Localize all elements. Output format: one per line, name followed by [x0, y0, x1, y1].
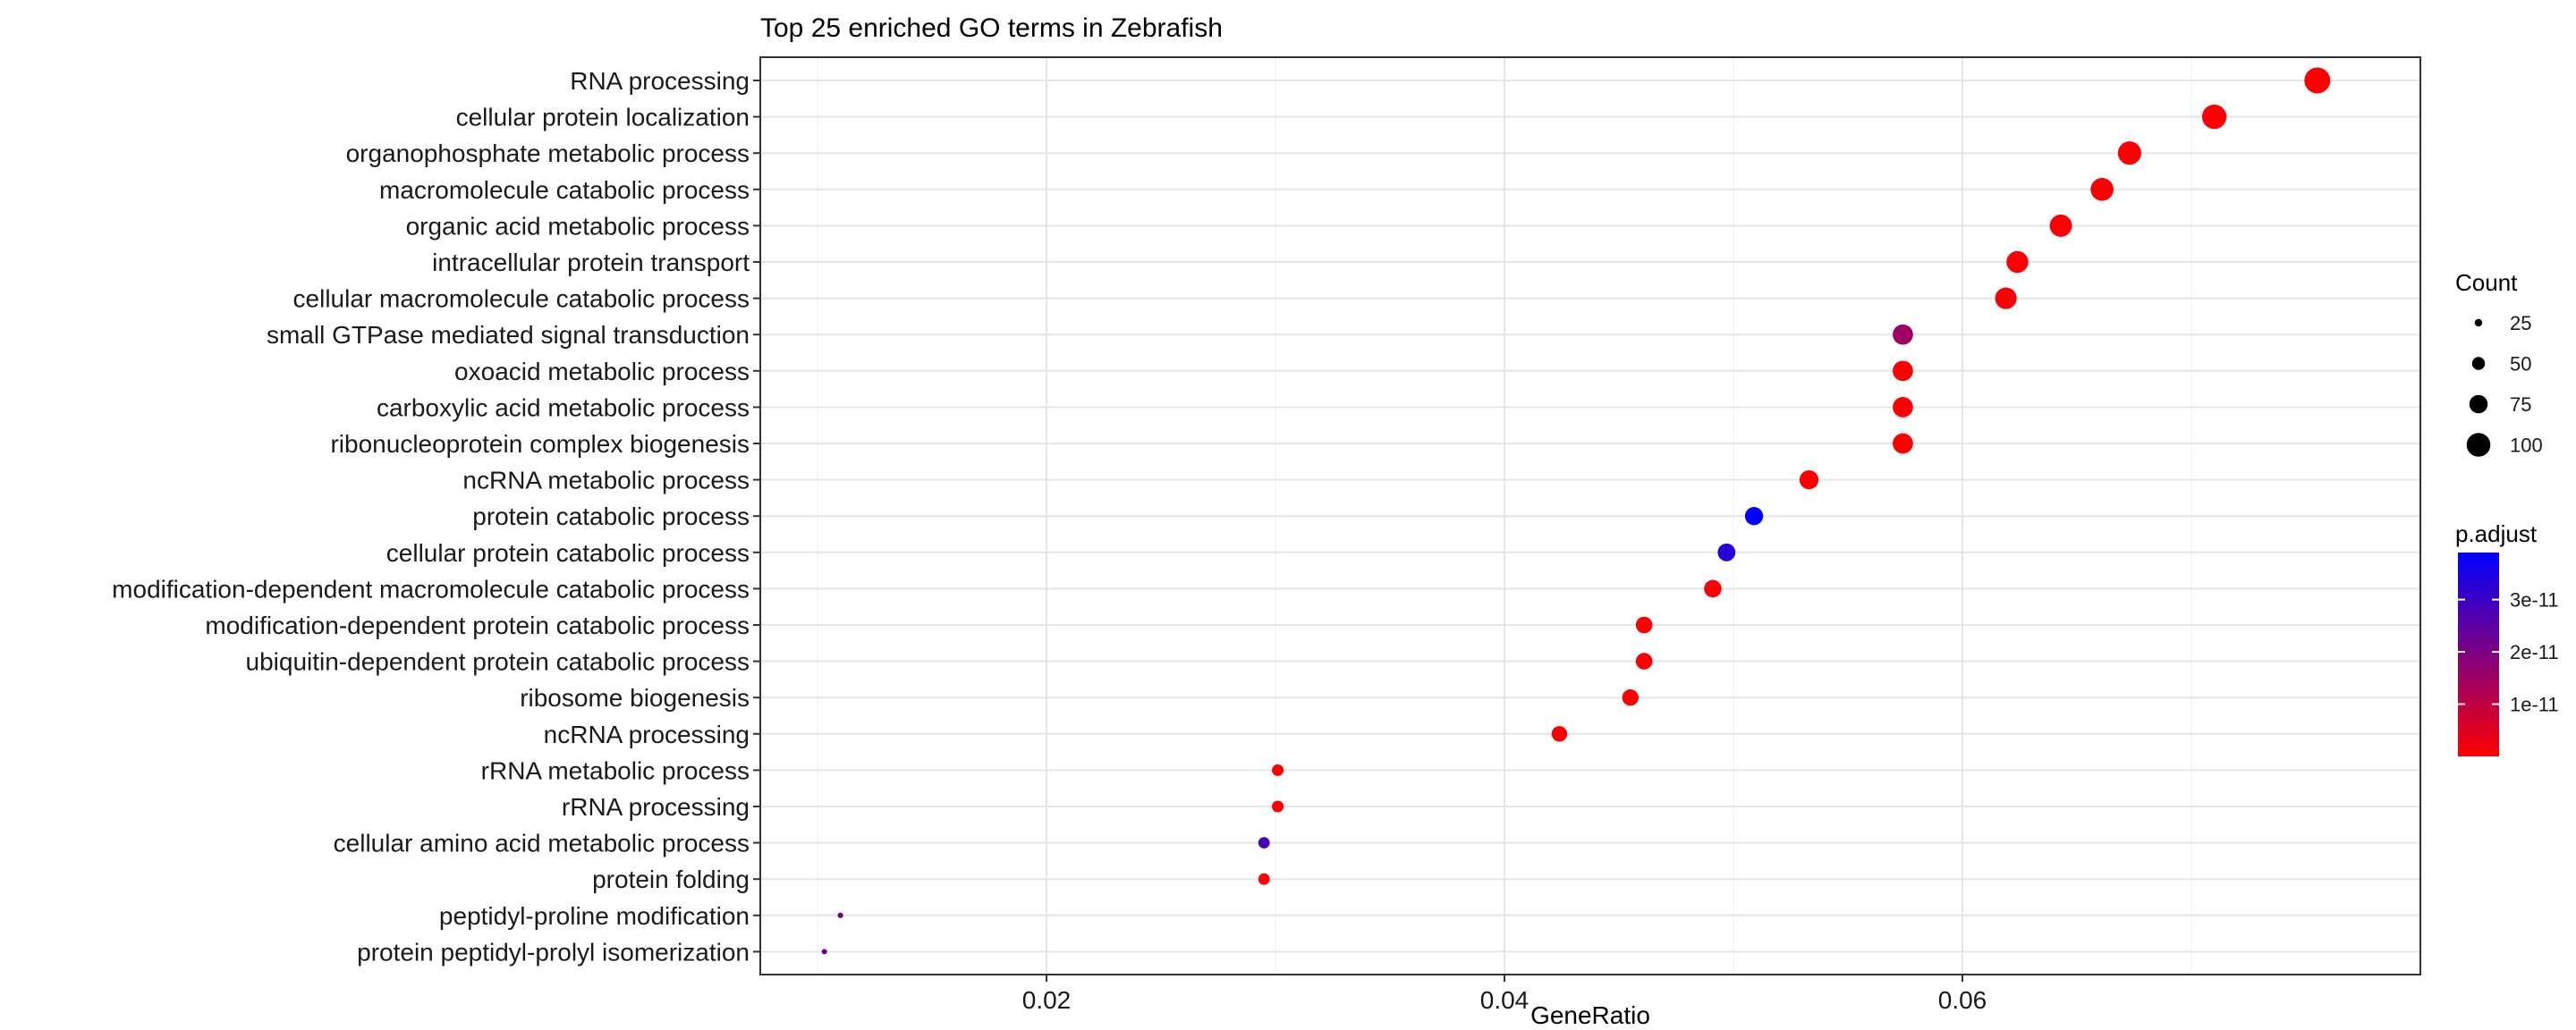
data-point	[1635, 653, 1653, 670]
y-tick-label: ncRNA metabolic process	[462, 467, 750, 494]
y-tick-label: macromolecule catabolic process	[379, 176, 750, 204]
p-adjust-legend-title: p.adjust	[2455, 520, 2538, 547]
y-tick-label: ncRNA processing	[544, 721, 750, 748]
y-tick-label: ubiquitin-dependent protein catabolic pr…	[246, 648, 750, 676]
p-adjust-tick-label: 3e-11	[2510, 589, 2559, 612]
data-points	[821, 67, 2331, 955]
y-tick-label: protein peptidyl-prolyl isomerization	[357, 938, 750, 966]
y-tick-label: rRNA metabolic process	[481, 756, 750, 784]
count-legend-key	[2471, 357, 2486, 370]
data-point	[2049, 214, 2072, 237]
data-point	[1258, 873, 1270, 885]
data-point	[821, 949, 827, 955]
y-tick-label: peptidyl-proline modification	[439, 902, 750, 930]
p-adjust-tick-label: 1e-11	[2510, 694, 2559, 716]
data-point	[1893, 397, 1913, 418]
data-point	[1995, 287, 2017, 309]
data-point	[1258, 837, 1270, 848]
count-legend-key	[2466, 433, 2491, 457]
data-point	[1704, 579, 1722, 598]
chart-title: Top 25 enriched GO terms in Zebrafish	[760, 13, 1223, 43]
count-legend-key	[2474, 318, 2483, 327]
p-adjust-legend: p.adjust 1e-11 2e-11 3e-11	[2455, 520, 2559, 756]
count-legend: Count 25 50 75 100	[2455, 269, 2543, 457]
data-point	[1744, 507, 1764, 526]
count-legend-label: 25	[2510, 312, 2531, 334]
y-tick-label: ribonucleoprotein complex biogenesis	[330, 430, 750, 458]
y-tick-label: cellular protein catabolic process	[386, 539, 750, 567]
grid-lines	[760, 57, 2420, 975]
data-point	[2090, 177, 2114, 201]
data-point	[1893, 360, 1913, 382]
count-legend-label: 50	[2510, 353, 2531, 376]
y-tick-label: modification-dependent protein catabolic…	[205, 612, 750, 639]
p-adjust-colorbar	[2458, 553, 2499, 756]
count-legend-key	[2469, 394, 2488, 414]
count-legend-label: 100	[2510, 435, 2543, 457]
x-axis-label: GeneRatio	[1530, 1001, 1650, 1029]
data-point	[1893, 433, 1913, 454]
y-tick-label: organophosphate metabolic process	[346, 139, 750, 167]
count-legend-label: 75	[2510, 393, 2531, 416]
data-point	[1622, 689, 1639, 706]
x-tick-label: 0.04	[1480, 986, 1530, 1014]
y-tick-label: cellular macromolecule catabolic process	[293, 285, 750, 313]
x-tick-label: 0.02	[1022, 986, 1072, 1014]
data-point	[2006, 250, 2029, 274]
y-tick-label: small GTPase mediated signal transductio…	[267, 321, 750, 349]
data-point	[1272, 764, 1284, 776]
y-tick-label: cellular protein localization	[456, 104, 750, 131]
y-tick-label: carboxylic acid metabolic process	[377, 393, 750, 421]
data-point	[2117, 141, 2141, 165]
data-point	[2201, 104, 2227, 130]
y-tick-label: organic acid metabolic process	[406, 212, 750, 240]
y-tick-label: modification-dependent macromolecule cat…	[112, 575, 750, 603]
data-point	[1272, 800, 1284, 813]
count-legend-title: Count	[2455, 269, 2518, 296]
data-point	[1799, 469, 1819, 490]
y-tick-label: RNA processing	[570, 67, 750, 95]
data-point	[1717, 543, 1736, 561]
data-point	[1893, 324, 1913, 345]
x-tick-label: 0.06	[1938, 986, 1987, 1014]
data-point	[837, 912, 843, 918]
x-axis-ticks: 0.02 0.04 0.06	[1022, 975, 1987, 1014]
y-tick-label: ribosome biogenesis	[520, 684, 750, 712]
y-axis-ticks	[753, 80, 760, 953]
p-adjust-tick-label: 2e-11	[2510, 641, 2559, 663]
data-point	[1551, 726, 1568, 742]
y-tick-label: protein folding	[592, 865, 750, 893]
y-tick-label: protein catabolic process	[472, 502, 750, 530]
y-tick-label: intracellular protein transport	[432, 249, 750, 276]
data-point	[2304, 67, 2331, 94]
plot-panel-border	[759, 56, 2421, 975]
data-point	[1635, 616, 1653, 634]
y-axis-labels: RNA processing cellular protein localizat…	[112, 67, 750, 966]
y-tick-label: oxoacid metabolic process	[454, 358, 750, 385]
y-tick-label: cellular amino acid metabolic process	[334, 830, 750, 857]
y-tick-label: rRNA processing	[562, 793, 750, 821]
